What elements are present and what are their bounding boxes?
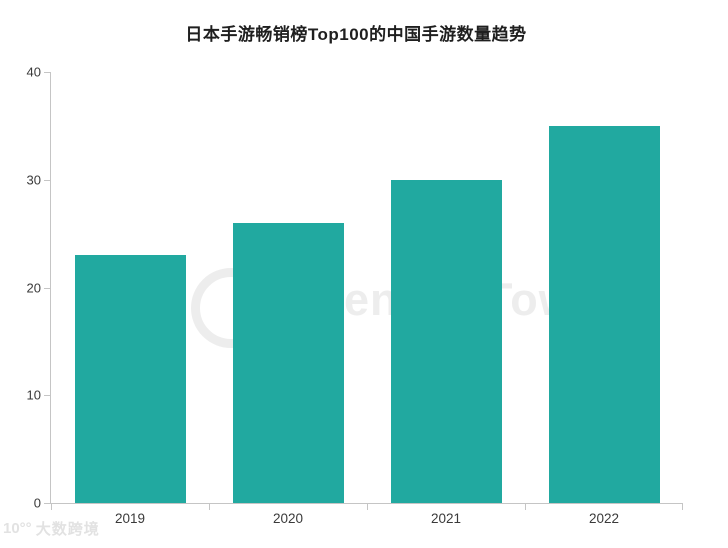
dashu-kuajing-watermark-text: 大数跨境	[35, 521, 100, 538]
x-axis-tick	[367, 503, 368, 510]
bar-2021	[390, 179, 502, 503]
bar-2020	[232, 222, 344, 503]
y-axis-tick	[44, 395, 51, 397]
bottom-left-watermark: 10°° 大数跨境	[3, 518, 100, 539]
x-tick-label: 2022	[588, 511, 620, 526]
y-tick-label: 10	[26, 387, 41, 403]
y-tick-label: 20	[26, 280, 41, 295]
dashu-kuajing-logo-icon: 10°°	[3, 520, 32, 537]
y-axis-tick	[44, 179, 51, 181]
y-tick-label: 30	[26, 172, 41, 188]
x-tick-label: 2020	[272, 511, 304, 526]
x-axis-tick	[525, 503, 526, 510]
y-axis-tick	[44, 287, 51, 289]
x-axis-tick	[51, 503, 52, 510]
chart-title: 日本手游畅销榜Top100的中国手游数量趋势	[185, 25, 527, 44]
y-axis-tick	[44, 503, 51, 504]
x-tick-label: 2021	[430, 511, 462, 526]
bar-2019	[74, 255, 186, 503]
x-axis-tick	[209, 503, 210, 510]
y-tick-label: 40	[26, 64, 41, 80]
x-axis-tick	[682, 503, 683, 510]
y-axis-tick	[44, 72, 51, 73]
bar-2022	[548, 125, 660, 503]
y-tick-label: 0	[33, 495, 41, 511]
x-tick-label: 2019	[114, 511, 146, 526]
